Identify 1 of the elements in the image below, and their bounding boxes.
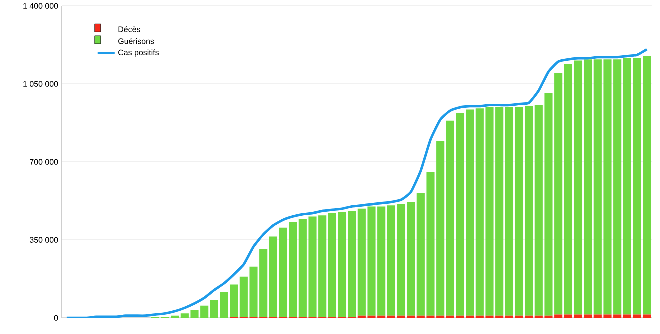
line-series (66, 48, 648, 318)
